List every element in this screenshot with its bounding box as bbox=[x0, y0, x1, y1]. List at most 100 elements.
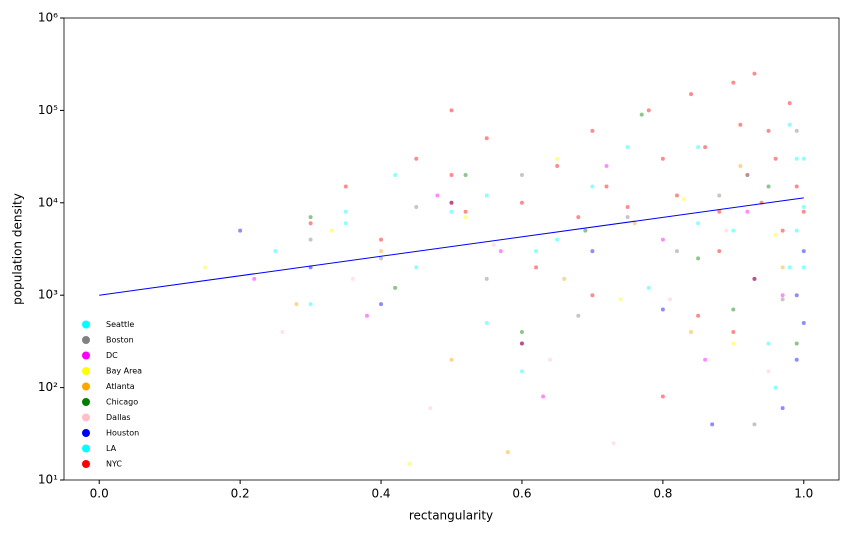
scatter-point bbox=[780, 293, 785, 298]
scatter-point bbox=[449, 108, 454, 113]
scatter-point bbox=[548, 357, 553, 362]
scatter-point bbox=[745, 172, 750, 177]
scatter-point bbox=[801, 265, 806, 270]
x-tick-label: 0.0 bbox=[90, 487, 109, 501]
scatter-point bbox=[393, 172, 398, 177]
scatter-point bbox=[766, 128, 771, 133]
plot-frame bbox=[63, 17, 840, 481]
scatter-point bbox=[738, 122, 743, 127]
scatter-point bbox=[393, 285, 398, 290]
scatter-point bbox=[717, 193, 722, 198]
scatter-point bbox=[752, 276, 757, 281]
x-tick-label: 0.8 bbox=[653, 487, 672, 501]
scatter-point bbox=[696, 145, 701, 150]
scatter-point bbox=[534, 249, 539, 254]
scatter-point bbox=[541, 394, 546, 399]
legend-marker bbox=[82, 367, 90, 375]
legend-label: NYC bbox=[106, 460, 122, 469]
legend-label: Bay Area bbox=[106, 367, 142, 376]
legend-marker bbox=[82, 382, 90, 391]
scatter-point bbox=[625, 215, 630, 220]
scatter-point bbox=[449, 200, 454, 205]
scatter-point bbox=[773, 385, 778, 390]
scatter-point bbox=[738, 164, 743, 169]
scatter-point bbox=[280, 329, 285, 334]
scatter-point bbox=[463, 209, 468, 214]
scatter-point bbox=[294, 302, 299, 307]
scatter-point bbox=[801, 209, 806, 214]
scatter-point bbox=[689, 92, 694, 97]
legend-label: Atlanta bbox=[106, 382, 135, 391]
scatter-point bbox=[674, 249, 679, 254]
y-axis-label: population density bbox=[11, 193, 25, 305]
scatter-point bbox=[780, 228, 785, 233]
scatter-point bbox=[787, 265, 792, 270]
scatter-point bbox=[696, 256, 701, 261]
scatter-point bbox=[484, 193, 489, 198]
scatter-point bbox=[463, 215, 468, 220]
scatter-point bbox=[703, 357, 708, 362]
scatter-point bbox=[534, 265, 539, 270]
scatter-point bbox=[773, 232, 778, 237]
scatter-point bbox=[308, 215, 313, 220]
trend-line bbox=[99, 197, 804, 296]
legend-marker bbox=[82, 320, 90, 329]
y-tick-label: 10³ bbox=[38, 288, 58, 302]
scatter-point bbox=[794, 293, 799, 298]
scatter-point bbox=[498, 249, 503, 254]
scatter-point bbox=[689, 329, 694, 334]
scatter-point bbox=[731, 341, 736, 346]
y-tick-label: 10⁵ bbox=[38, 103, 58, 117]
x-axis-label: rectangularity bbox=[409, 509, 493, 523]
scatter-point bbox=[625, 205, 630, 210]
scatter-point bbox=[752, 276, 757, 281]
scatter-point bbox=[590, 293, 595, 298]
scatter-point bbox=[604, 164, 609, 169]
scatter-point bbox=[519, 329, 524, 334]
scatter-point bbox=[632, 221, 637, 226]
scatter-point bbox=[519, 200, 524, 205]
scatter-point bbox=[731, 307, 736, 312]
scatter-point bbox=[519, 341, 524, 346]
scatter-point bbox=[667, 297, 672, 302]
scatter-point bbox=[435, 193, 440, 198]
scatter-point bbox=[780, 297, 785, 302]
scatter-point bbox=[696, 313, 701, 318]
scatter-point bbox=[660, 307, 665, 312]
scatter-point bbox=[682, 196, 686, 201]
scatter-point bbox=[780, 406, 785, 411]
scatter-point bbox=[414, 265, 419, 270]
scatter-point bbox=[752, 71, 757, 76]
scatter-point bbox=[414, 205, 419, 210]
scatter-point bbox=[794, 184, 799, 189]
scatter-point bbox=[731, 80, 736, 85]
scatter-point bbox=[308, 302, 313, 307]
scatter-point bbox=[745, 209, 750, 214]
scatter-point bbox=[618, 297, 623, 302]
scatter-point bbox=[794, 156, 799, 161]
scatter-point bbox=[696, 221, 701, 226]
scatter-point bbox=[703, 145, 708, 150]
scatter-point bbox=[379, 256, 384, 261]
scatter-point bbox=[674, 193, 679, 198]
scatter-point bbox=[731, 228, 736, 233]
scatter-point bbox=[660, 156, 665, 161]
scatter-point bbox=[787, 122, 792, 127]
scatter-point bbox=[794, 357, 799, 362]
scatter-point bbox=[611, 441, 616, 446]
legend-marker bbox=[82, 398, 90, 406]
legend-label: DC bbox=[106, 351, 118, 360]
scatter-point bbox=[329, 228, 334, 233]
scatter-point bbox=[364, 313, 369, 318]
legend-label: Houston bbox=[106, 429, 139, 438]
scatter-point bbox=[484, 321, 489, 326]
scatter-point bbox=[449, 357, 454, 362]
scatter-point bbox=[252, 276, 257, 281]
scatter-point bbox=[343, 184, 348, 189]
scatter-point bbox=[379, 249, 384, 254]
legend-label: Boston bbox=[106, 336, 134, 345]
legend-label: LA bbox=[106, 444, 117, 453]
scatter-point bbox=[379, 237, 384, 242]
legend-marker bbox=[82, 413, 90, 422]
scatter-point bbox=[519, 369, 524, 374]
